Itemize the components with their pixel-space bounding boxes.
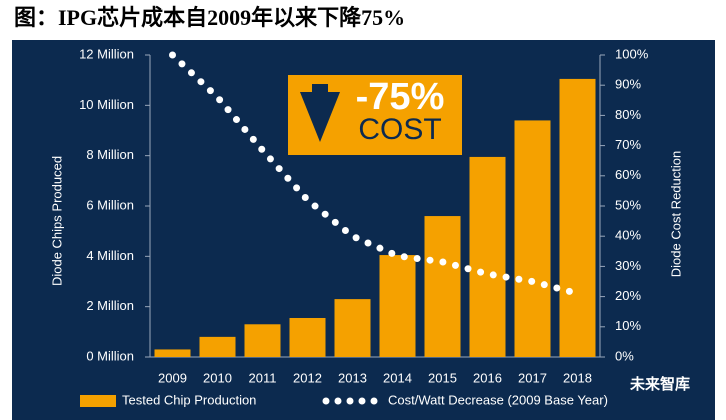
- y2-tick-label: 60%: [615, 167, 641, 182]
- bar: [379, 255, 416, 357]
- x-tick-label: 2018: [563, 370, 592, 385]
- bar: [154, 349, 191, 357]
- y-tick-label: 8 Million: [86, 147, 134, 162]
- bar: [514, 120, 551, 357]
- y2-tick-label: 50%: [615, 197, 641, 212]
- y2-tick-label: 30%: [615, 258, 641, 273]
- y-tick-label: 6 Million: [86, 197, 134, 212]
- x-tick-label: 2015: [428, 370, 457, 385]
- y-tick-label: 2 Million: [86, 298, 134, 313]
- legend-label: Tested Chip Production: [122, 392, 256, 407]
- x-tick-label: 2011: [249, 370, 277, 385]
- down-arrow: [300, 84, 340, 142]
- x-tick-label: 2016: [473, 370, 502, 385]
- y-tick-label: 0 Million: [86, 348, 134, 363]
- y2-tick-label: 100%: [615, 46, 649, 61]
- y2-tick-label: 90%: [615, 77, 641, 92]
- bar: [244, 324, 281, 357]
- x-tick-label: 2012: [293, 370, 322, 385]
- y-tick-label: 4 Million: [86, 248, 134, 263]
- x-tick-label: 2010: [203, 370, 232, 385]
- x-tick-label: 2014: [383, 370, 412, 385]
- y-axis-label: Diode Chips Produced: [49, 156, 64, 286]
- y2-tick-label: 70%: [615, 137, 641, 152]
- bar: [199, 336, 236, 357]
- legend-swatch: [80, 395, 116, 407]
- bar: [424, 216, 461, 357]
- x-tick-label: 2009: [158, 370, 187, 385]
- bar: [289, 317, 326, 357]
- y2-tick-label: 10%: [615, 318, 641, 333]
- bar: [469, 156, 506, 357]
- legend-label: Cost/Watt Decrease (2009 Base Year): [388, 392, 608, 407]
- y-tick-label: 10 Million: [79, 97, 134, 112]
- watermark: 未来智库: [629, 375, 690, 393]
- chart-title: 图：IPG芯片成本自2009年以来下降75%: [14, 5, 405, 30]
- y2-tick-label: 20%: [615, 288, 641, 303]
- annotation-text: COST: [358, 113, 441, 146]
- x-tick-label: 2013: [338, 370, 367, 385]
- y2-axis-label: Diode Cost Reduction: [668, 151, 683, 277]
- x-tick-label: 2017: [518, 370, 547, 385]
- bar: [334, 299, 371, 357]
- y-tick-label: 12 Million: [79, 46, 134, 61]
- y2-tick-label: 40%: [615, 228, 641, 243]
- y2-tick-label: 0%: [615, 348, 634, 363]
- y2-tick-label: 80%: [615, 107, 641, 122]
- bar: [559, 78, 596, 358]
- annotation-value: -75%: [356, 76, 445, 118]
